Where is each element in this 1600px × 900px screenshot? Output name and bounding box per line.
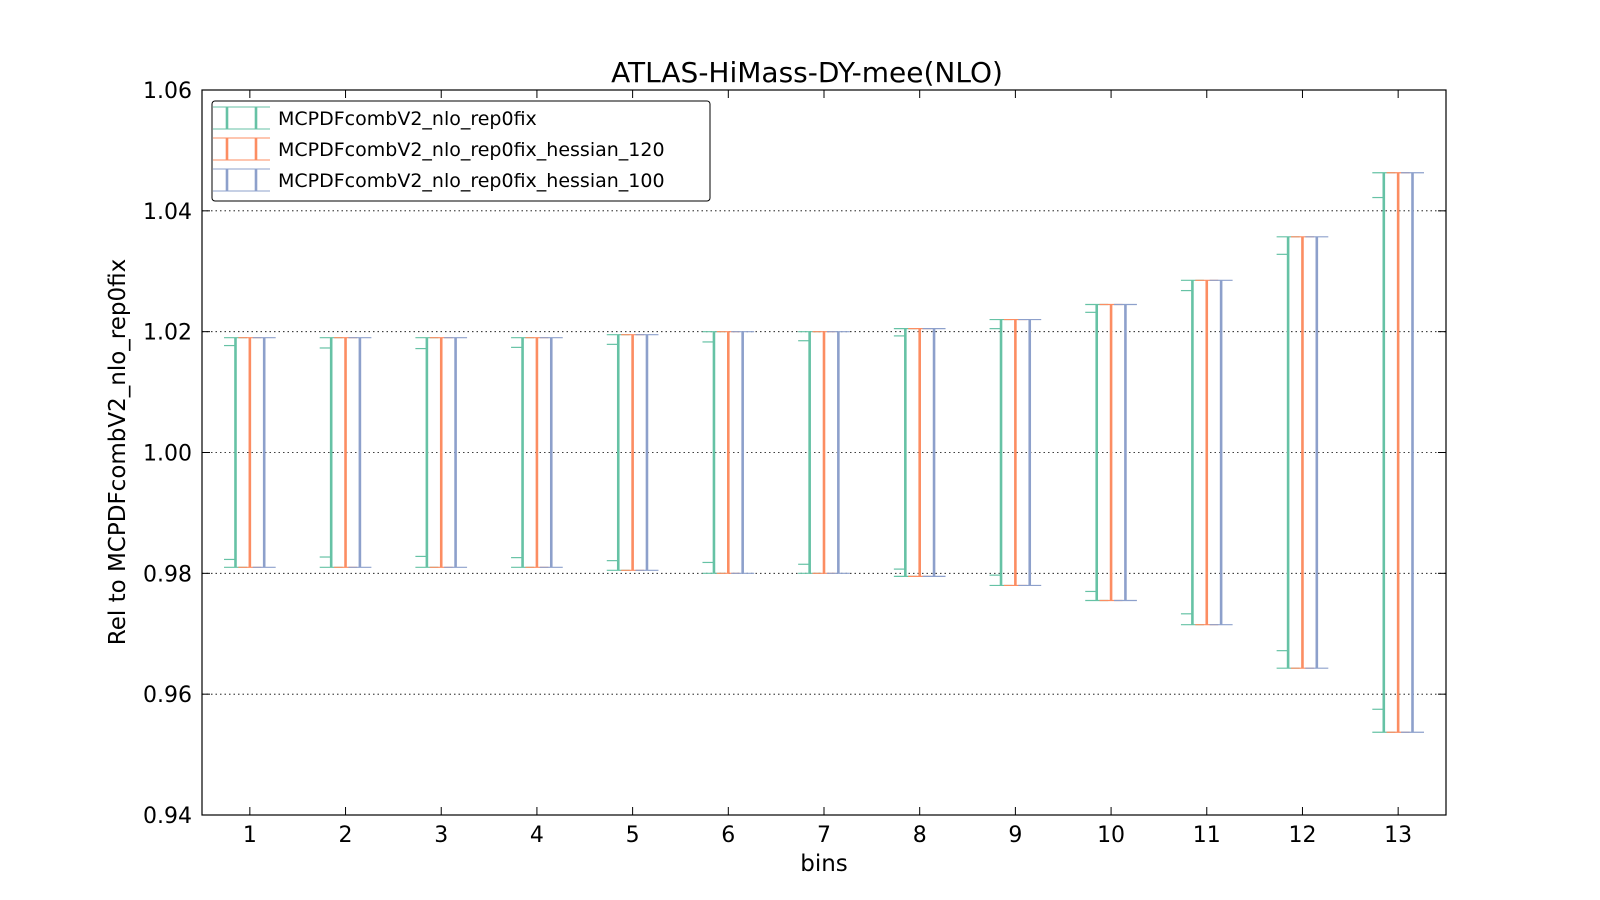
- legend-label: MCPDFcombV2_nlo_rep0fix_hessian_100: [278, 170, 665, 192]
- series-3: [252, 172, 1424, 733]
- y-tick-label: 0.94: [143, 804, 192, 829]
- y-tick-label: 1.02: [143, 321, 192, 346]
- y-axis-label: Rel to MCPDFcombV2_nlo_rep0fix: [105, 259, 131, 645]
- y-tick-label: 0.96: [143, 683, 192, 708]
- legend-label: MCPDFcombV2_nlo_rep0fix_hessian_120: [278, 139, 665, 161]
- legend-item-1: MCPDFcombV2_nlo_rep0fix: [213, 106, 537, 130]
- x-tick-label: 1: [243, 823, 257, 848]
- y-tick-label: 0.98: [143, 562, 192, 587]
- series-1: [224, 172, 1396, 733]
- chart-title: ATLAS-HiMass-DY-mee(NLO): [611, 56, 1003, 89]
- y-tick-label: 1.04: [143, 200, 192, 225]
- x-tick-label: 8: [913, 823, 927, 848]
- y-tick-label: 1.06: [143, 79, 192, 104]
- x-tick-label: 6: [721, 823, 735, 848]
- legend-box: [211, 100, 711, 202]
- legend-item-2: MCPDFcombV2_nlo_rep0fix_hessian_120: [213, 137, 665, 161]
- x-tick-label: 2: [339, 823, 353, 848]
- x-tick-label: 11: [1193, 823, 1221, 848]
- x-tick-label: 10: [1097, 823, 1125, 848]
- series-2: [238, 172, 1410, 733]
- legend: MCPDFcombV2_nlo_rep0fix MCPDFcombV2_nlo_r…: [211, 100, 711, 202]
- x-tick-label: 5: [626, 823, 640, 848]
- legend-item-3: MCPDFcombV2_nlo_rep0fix_hessian_100: [213, 168, 665, 192]
- error-bars: [224, 172, 1424, 733]
- x-tick-label: 7: [817, 823, 831, 848]
- x-tick-label: 13: [1384, 823, 1412, 848]
- x-tick-label: 3: [434, 823, 448, 848]
- x-tick-label: 4: [530, 823, 544, 848]
- y-tick-label: 1.00: [143, 442, 192, 467]
- legend-label: MCPDFcombV2_nlo_rep0fix: [278, 108, 537, 130]
- axis-ticks: 0.940.960.981.001.021.041.061 2 3 4 5 6 7 8 9 10 1…: [143, 79, 1446, 848]
- x-tick-label: 9: [1008, 823, 1022, 848]
- x-tick-label: 12: [1288, 823, 1316, 848]
- x-axis-label: bins: [800, 851, 848, 877]
